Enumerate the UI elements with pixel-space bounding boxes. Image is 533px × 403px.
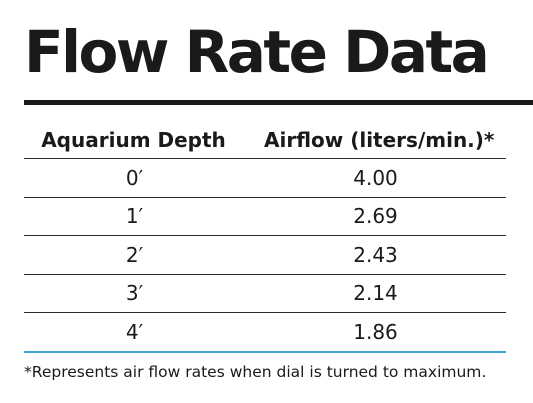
depth-cell: 2′ bbox=[24, 235, 245, 275]
depth-cell: 3′ bbox=[24, 274, 245, 313]
table-row: 1′ 2.69 bbox=[24, 197, 506, 236]
table-row: 4′ 1.86 bbox=[24, 312, 506, 353]
column-header-depth: Aquarium Depth bbox=[24, 121, 245, 159]
airflow-cell: 2.43 bbox=[245, 235, 506, 275]
airflow-cell: 2.69 bbox=[245, 197, 506, 236]
table-row: 0′ 4.00 bbox=[24, 158, 506, 198]
airflow-cell: 2.14 bbox=[245, 274, 506, 313]
footnote: *Represents air flow rates when dial is … bbox=[24, 363, 487, 381]
table-header-row: Aquarium Depth Airflow (liters/min.)* bbox=[24, 121, 506, 159]
depth-cell: 0′ bbox=[24, 158, 245, 198]
table-row: 3′ 2.14 bbox=[24, 274, 506, 313]
page-title: Flow Rate Data bbox=[24, 18, 490, 86]
depth-cell: 4′ bbox=[24, 312, 245, 353]
airflow-cell: 1.86 bbox=[245, 312, 506, 353]
column-header-airflow: Airflow (liters/min.)* bbox=[245, 121, 506, 159]
airflow-cell: 4.00 bbox=[245, 158, 506, 198]
table-row: 2′ 2.43 bbox=[24, 235, 506, 275]
title-divider bbox=[24, 100, 533, 105]
flow-rate-table: Aquarium Depth Airflow (liters/min.)* 0′… bbox=[24, 121, 506, 353]
depth-cell: 1′ bbox=[24, 197, 245, 236]
